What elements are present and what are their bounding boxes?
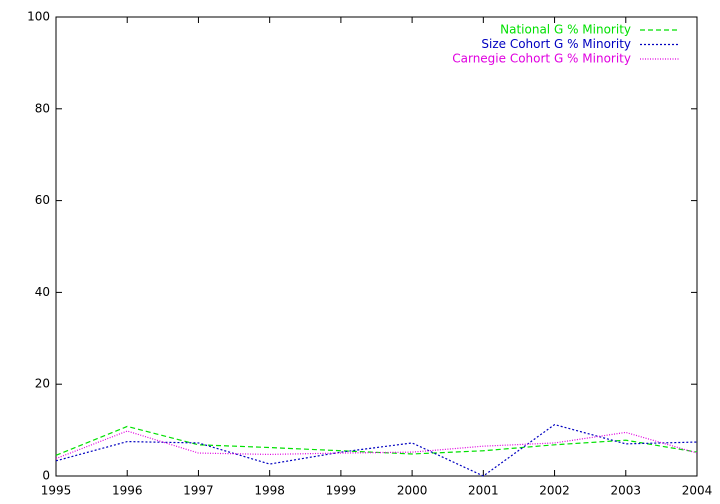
series-line <box>55 425 698 456</box>
x-tick-label: 2001 <box>468 484 499 498</box>
legend-label: National G % Minority <box>500 23 631 37</box>
y-tick-label: 80 <box>35 101 50 115</box>
y-tick-label: 60 <box>35 193 50 207</box>
plot-frame <box>55 16 698 477</box>
x-tick-label: 2000 <box>397 484 428 498</box>
series-line <box>55 430 698 460</box>
x-tick-label: 1997 <box>183 484 214 498</box>
x-tick-label: 1996 <box>112 484 143 498</box>
legend-label: Carnegie Cohort G % Minority <box>452 52 631 66</box>
x-tick-label: 1999 <box>326 484 357 498</box>
x-tick-label: 1995 <box>41 484 72 498</box>
y-tick-label: 0 <box>42 469 50 483</box>
legend-label: Size Cohort G % Minority <box>481 37 631 51</box>
y-tick-label: 100 <box>27 10 50 24</box>
x-tick-label: 1998 <box>254 484 285 498</box>
x-tick-label: 2003 <box>611 484 642 498</box>
x-tick-label: 2002 <box>539 484 570 498</box>
series-line <box>55 423 698 477</box>
y-tick-label: 20 <box>35 377 50 391</box>
y-tick-label: 40 <box>35 285 50 299</box>
x-tick-label: 2004 <box>682 484 713 498</box>
